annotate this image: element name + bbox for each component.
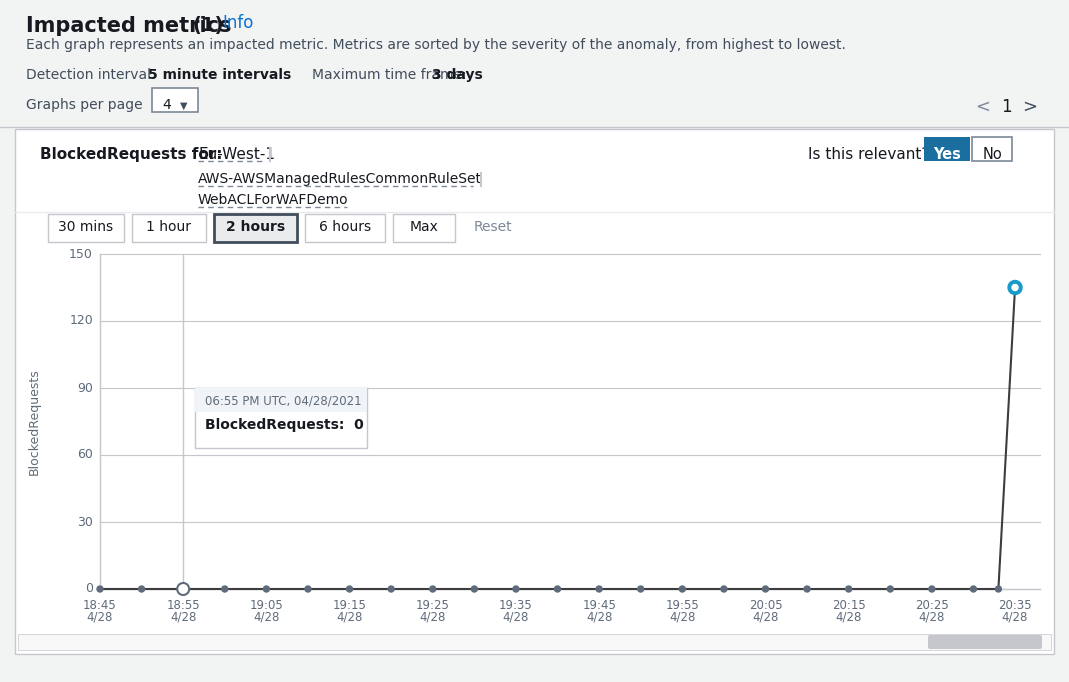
Text: Detection interval:: Detection interval: <box>26 68 156 82</box>
FancyBboxPatch shape <box>152 88 198 112</box>
FancyBboxPatch shape <box>972 137 1012 161</box>
Text: 4/28: 4/28 <box>502 611 529 624</box>
Text: Eu-West-1: Eu-West-1 <box>198 147 275 162</box>
Text: 4/28: 4/28 <box>753 611 778 624</box>
FancyBboxPatch shape <box>131 214 206 242</box>
Text: 6 hours: 6 hours <box>319 220 371 234</box>
Text: Maximum time frame:: Maximum time frame: <box>312 68 467 82</box>
FancyBboxPatch shape <box>214 214 297 242</box>
Text: 4/28: 4/28 <box>1002 611 1028 624</box>
Circle shape <box>887 586 894 592</box>
FancyBboxPatch shape <box>15 129 1054 654</box>
Text: 20:35: 20:35 <box>998 599 1032 612</box>
Text: 06:55 PM UTC, 04/28/2021: 06:55 PM UTC, 04/28/2021 <box>205 394 361 407</box>
FancyBboxPatch shape <box>928 635 1042 649</box>
Text: 4: 4 <box>162 98 171 112</box>
Text: BlockedRequests:  0: BlockedRequests: 0 <box>205 418 363 432</box>
Circle shape <box>305 586 311 592</box>
Text: 2 hours: 2 hours <box>226 220 285 234</box>
Text: 30 mins: 30 mins <box>59 220 113 234</box>
Text: Reset: Reset <box>474 220 512 234</box>
Circle shape <box>471 586 478 592</box>
Circle shape <box>762 586 769 592</box>
Text: 4/28: 4/28 <box>87 611 113 624</box>
Text: 19:15: 19:15 <box>332 599 367 612</box>
Text: 20:15: 20:15 <box>832 599 866 612</box>
Text: 19:35: 19:35 <box>499 599 532 612</box>
Circle shape <box>721 586 727 592</box>
Text: 1: 1 <box>1001 98 1011 116</box>
FancyBboxPatch shape <box>48 214 124 242</box>
Text: Graphs per page: Graphs per page <box>26 98 142 112</box>
Text: 150: 150 <box>69 248 93 261</box>
Text: >: > <box>1022 98 1037 116</box>
Circle shape <box>430 586 436 592</box>
Circle shape <box>263 586 269 592</box>
FancyBboxPatch shape <box>305 214 385 242</box>
FancyBboxPatch shape <box>924 137 970 161</box>
Text: 19:45: 19:45 <box>583 599 616 612</box>
Text: 18:45: 18:45 <box>83 599 117 612</box>
Text: Each graph represents an impacted metric. Metrics are sorted by the severity of : Each graph represents an impacted metric… <box>26 38 846 52</box>
Text: 20:05: 20:05 <box>748 599 783 612</box>
Text: Max: Max <box>409 220 438 234</box>
Text: BlockedRequests for:: BlockedRequests for: <box>40 147 222 162</box>
Text: 19:55: 19:55 <box>665 599 699 612</box>
Text: BlockedRequests: BlockedRequests <box>28 368 41 475</box>
FancyBboxPatch shape <box>196 388 367 448</box>
Text: 4/28: 4/28 <box>918 611 945 624</box>
Text: 20:25: 20:25 <box>915 599 948 612</box>
FancyBboxPatch shape <box>393 214 455 242</box>
Circle shape <box>971 586 976 592</box>
Circle shape <box>804 586 810 592</box>
Text: 3 days: 3 days <box>432 68 483 82</box>
Text: 30: 30 <box>77 516 93 529</box>
Circle shape <box>221 586 228 592</box>
Circle shape <box>346 586 353 592</box>
Text: 120: 120 <box>69 314 93 327</box>
Text: ▼: ▼ <box>180 101 187 111</box>
Text: 4/28: 4/28 <box>586 611 613 624</box>
Circle shape <box>1012 284 1018 291</box>
Text: WebACLForWAFDemo: WebACLForWAFDemo <box>198 193 348 207</box>
Circle shape <box>555 586 560 592</box>
Text: 18:55: 18:55 <box>167 599 200 612</box>
Circle shape <box>177 584 189 595</box>
Circle shape <box>995 586 1002 592</box>
Circle shape <box>929 586 935 592</box>
Text: 19:25: 19:25 <box>416 599 450 612</box>
FancyBboxPatch shape <box>196 388 367 413</box>
Text: 90: 90 <box>77 381 93 394</box>
Circle shape <box>388 586 394 592</box>
Text: 1 hour: 1 hour <box>146 220 191 234</box>
FancyBboxPatch shape <box>18 634 1051 650</box>
Text: 0: 0 <box>86 582 93 595</box>
Text: Yes: Yes <box>933 147 961 162</box>
Circle shape <box>597 586 602 592</box>
Text: 4/28: 4/28 <box>253 611 280 624</box>
Circle shape <box>679 586 685 592</box>
Text: Impacted metrics: Impacted metrics <box>26 16 232 36</box>
Circle shape <box>97 586 103 592</box>
Text: 5 minute intervals: 5 minute intervals <box>148 68 291 82</box>
Text: 4/28: 4/28 <box>669 611 696 624</box>
Circle shape <box>846 586 852 592</box>
Text: 4/28: 4/28 <box>337 611 362 624</box>
Circle shape <box>139 586 144 592</box>
Circle shape <box>513 586 518 592</box>
Text: 4/28: 4/28 <box>419 611 446 624</box>
Text: (1): (1) <box>192 16 223 35</box>
Text: 4/28: 4/28 <box>836 611 862 624</box>
Text: Is this relevant?: Is this relevant? <box>808 147 929 162</box>
Text: 60: 60 <box>77 449 93 462</box>
Text: Info: Info <box>222 14 253 32</box>
Circle shape <box>638 586 644 592</box>
Text: 19:05: 19:05 <box>249 599 283 612</box>
Text: No: No <box>982 147 1002 162</box>
Circle shape <box>1008 280 1022 295</box>
Text: AWS-AWSManagedRulesCommonRuleSet: AWS-AWSManagedRulesCommonRuleSet <box>198 172 482 186</box>
Text: 4/28: 4/28 <box>170 611 197 624</box>
Text: <: < <box>975 98 990 116</box>
